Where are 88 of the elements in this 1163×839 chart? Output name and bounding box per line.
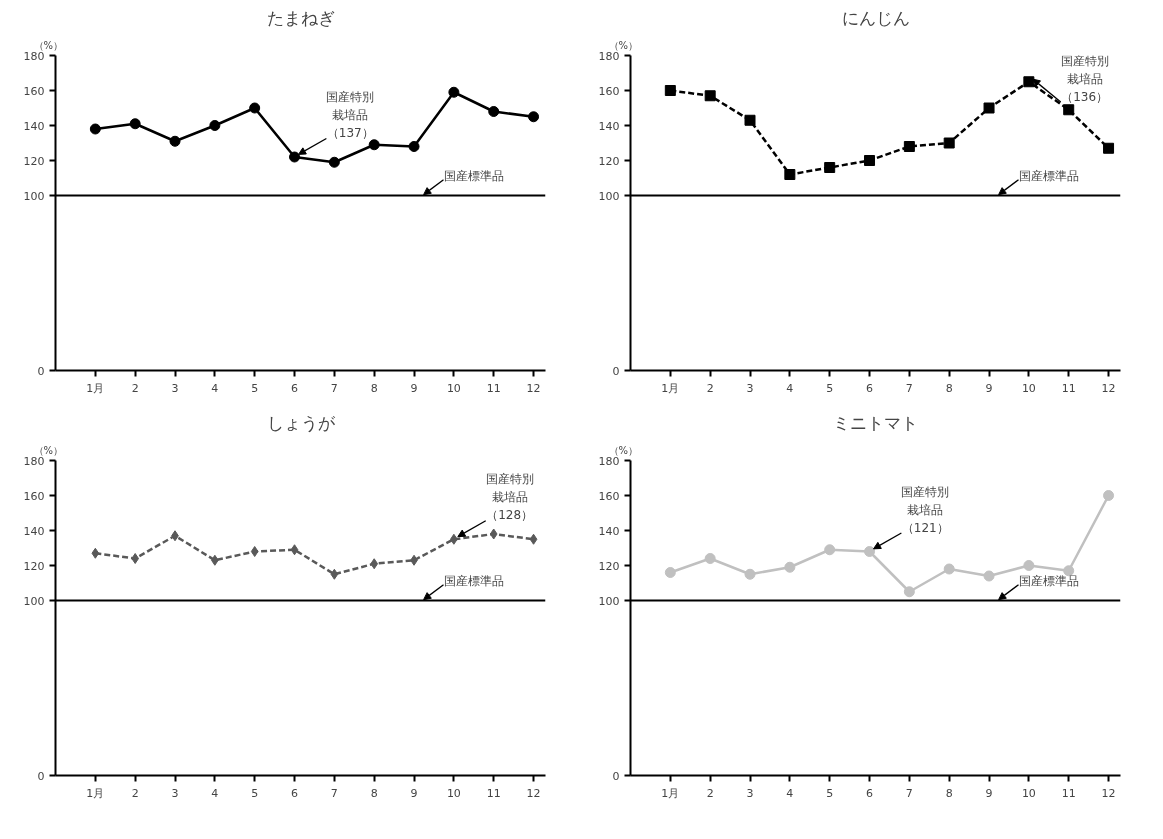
x-tick-label: 6 (291, 381, 299, 395)
x-tick-label: 4 (211, 381, 219, 395)
x-tick-label: 7 (905, 786, 913, 800)
y-tick-label: 100 (23, 594, 45, 608)
x-tick-label: 6 (291, 786, 299, 800)
y-tick-label: 120 (598, 154, 620, 168)
annotation: 国産特別栽培品（121） (901, 484, 950, 535)
ref-line-label: 国産標準品 (1018, 169, 1079, 184)
x-tick-label: 1月 (661, 786, 680, 800)
y-tick-label: 180 (23, 49, 45, 63)
x-tick-label: 1月 (86, 786, 105, 800)
x-tick-label: 3 (746, 381, 754, 395)
x-tick-label: 10 (1021, 786, 1036, 800)
x-tick-label: 4 (786, 786, 794, 800)
x-tick-label: 3 (171, 381, 179, 395)
x-tick-label: 6 (866, 786, 874, 800)
x-tick-label: 11 (486, 381, 501, 395)
x-tick-label: 8 (370, 786, 378, 800)
x-tick-label: 4 (786, 381, 794, 395)
x-tick-label: 11 (486, 786, 501, 800)
x-tick-label: 12 (526, 786, 541, 800)
y-axis-title: （%） (33, 444, 64, 456)
chart-title: たまねぎ (266, 7, 335, 28)
chart-title: ミニトマト (833, 412, 918, 433)
x-tick-label: 8 (370, 381, 378, 395)
x-tick-label: 4 (211, 786, 219, 800)
x-tick-label: 12 (1101, 381, 1116, 395)
x-tick-label: 3 (746, 786, 754, 800)
annotation: 国産特別栽培品（137） (326, 90, 375, 141)
x-tick-label: 11 (1061, 381, 1076, 395)
x-tick-label: 7 (330, 381, 338, 395)
y-tick-label: 120 (23, 154, 45, 168)
x-tick-label: 9 (410, 786, 418, 800)
x-tick-label: 11 (1061, 786, 1076, 800)
y-axis-title: （%） (608, 444, 639, 456)
annotation: 国産特別栽培品（136） (1060, 53, 1109, 104)
y-tick-label: 180 (23, 454, 45, 468)
x-tick-label: 3 (171, 786, 179, 800)
y-tick-label: 160 (598, 84, 620, 98)
x-tick-label: 9 (410, 381, 418, 395)
chart-title: にんじん (841, 7, 910, 28)
y-tick-label: 120 (23, 559, 45, 573)
y-tick-label: 180 (598, 49, 620, 63)
x-tick-label: 1月 (661, 381, 680, 395)
x-tick-label: 2 (131, 786, 139, 800)
x-tick-label: 7 (330, 786, 338, 800)
x-tick-label: 9 (985, 786, 993, 800)
x-tick-label: 8 (945, 381, 953, 395)
y-tick-label: 100 (598, 594, 620, 608)
y-tick-label: 100 (598, 189, 620, 203)
y-tick-label: 160 (23, 84, 45, 98)
y-tick-label: 0 (612, 364, 620, 378)
x-tick-label: 5 (826, 786, 834, 800)
x-tick-label: 12 (1101, 786, 1116, 800)
y-tick-label: 0 (37, 364, 45, 378)
y-axis-title: （%） (608, 39, 639, 51)
x-tick-label: 6 (866, 381, 874, 395)
ref-line-label: 国産標準品 (443, 574, 504, 589)
y-tick-label: 100 (23, 189, 45, 203)
x-tick-label: 10 (446, 381, 461, 395)
x-tick-label: 2 (706, 786, 714, 800)
y-tick-label: 160 (23, 489, 45, 503)
y-tick-label: 140 (598, 119, 620, 133)
x-tick-label: 10 (446, 786, 461, 800)
y-tick-label: 140 (23, 524, 45, 538)
ref-line-label: 国産標準品 (443, 169, 504, 184)
x-tick-label: 2 (131, 381, 139, 395)
y-tick-label: 180 (598, 454, 620, 468)
ref-line-label: 国産標準品 (1018, 574, 1079, 589)
x-tick-label: 7 (905, 381, 913, 395)
y-tick-label: 0 (37, 769, 45, 783)
x-tick-label: 8 (945, 786, 953, 800)
y-tick-label: 120 (598, 559, 620, 573)
x-tick-label: 9 (985, 381, 993, 395)
y-tick-label: 140 (598, 524, 620, 538)
y-axis-title: （%） (33, 39, 64, 51)
x-tick-label: 12 (526, 381, 541, 395)
x-tick-label: 5 (251, 786, 259, 800)
x-tick-label: 1月 (86, 381, 105, 395)
annotation: 国産特別栽培品（128） (485, 472, 534, 523)
chart-title: しょうが (266, 412, 336, 433)
y-tick-label: 140 (23, 119, 45, 133)
x-tick-label: 2 (706, 381, 714, 395)
x-tick-label: 5 (826, 381, 834, 395)
x-tick-label: 5 (251, 381, 259, 395)
y-tick-label: 160 (598, 489, 620, 503)
y-tick-label: 0 (612, 769, 620, 783)
x-tick-label: 10 (1021, 381, 1036, 395)
